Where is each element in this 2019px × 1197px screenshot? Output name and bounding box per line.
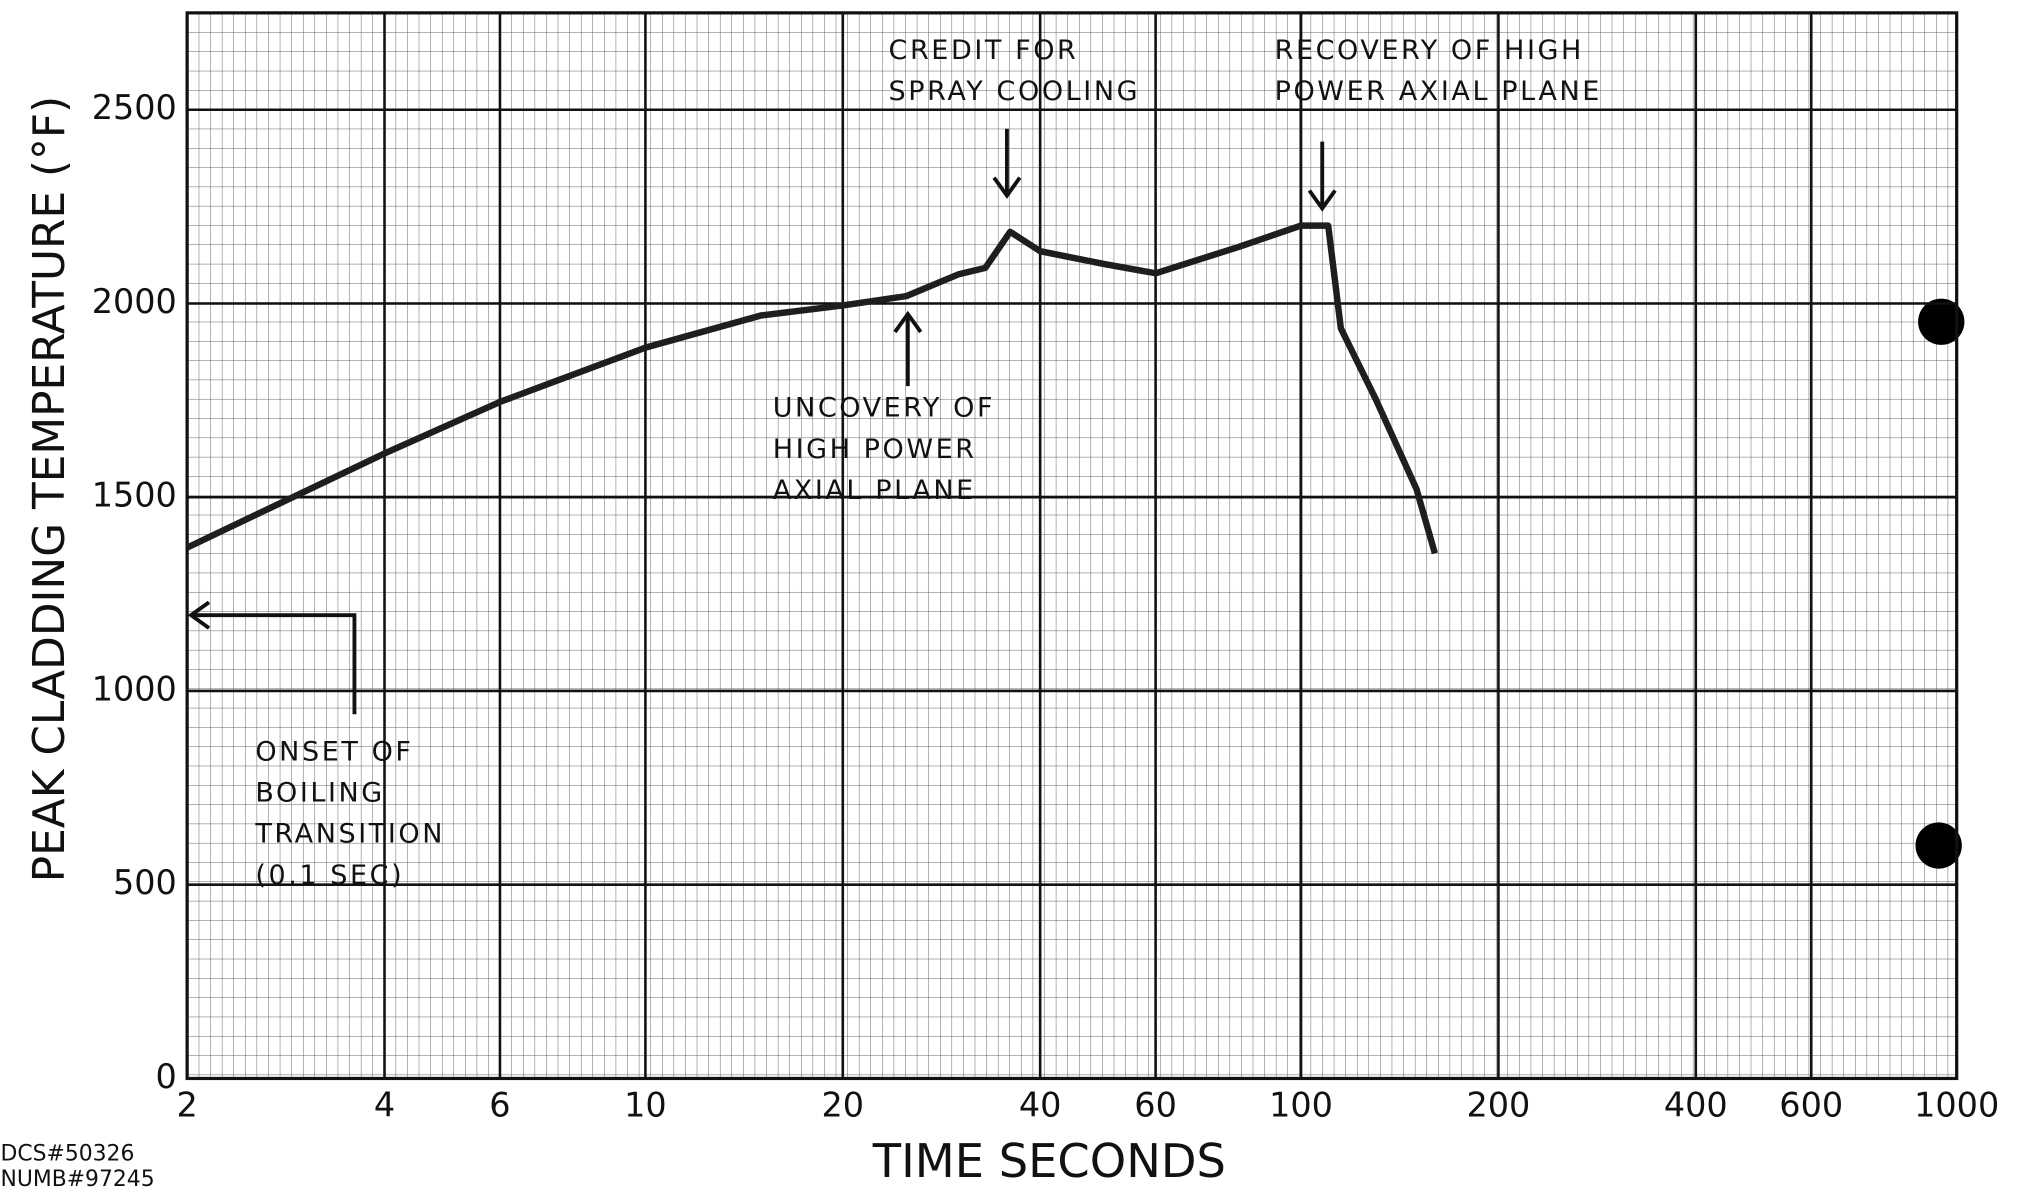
y-tick-label: 2000 (92, 282, 177, 321)
y-tick-label: 2500 (92, 88, 177, 127)
annotation: BOILING (255, 778, 384, 809)
y-tick-label: 500 (113, 863, 177, 902)
x-tick-label: 1000 (1914, 1085, 1999, 1124)
annotation: (0.1 SEC) (255, 860, 404, 891)
annotation: ONSET OF (255, 736, 413, 767)
x-tick-label: 40 (1019, 1085, 1062, 1124)
x-tick-label: 2 (176, 1085, 197, 1124)
x-tick-label: 6 (489, 1085, 510, 1124)
x-tick-label: 600 (1779, 1085, 1843, 1124)
x-tick-label: 10 (624, 1085, 667, 1124)
x-tick-label: 60 (1134, 1085, 1177, 1124)
graph-paper (187, 13, 1957, 1079)
annotation: UNCOVERY OF (773, 393, 995, 424)
y-tick-label: 0 (156, 1057, 177, 1096)
x-axis-label: TIME SECONDS (872, 1134, 1226, 1188)
chart: PEAK CLADDING TEMPERATURE (°F) TIME SECO… (0, 0, 2019, 1193)
annotation: RECOVERY OF HIGH (1275, 35, 1584, 66)
y-tick-label: 1500 (92, 476, 177, 515)
annotation: SPRAY COOLING (889, 76, 1141, 107)
x-tick-label: 200 (1466, 1085, 1530, 1124)
x-tick-label: 4 (374, 1085, 395, 1124)
stamp: DCS#50326 (1, 1141, 135, 1166)
punch-hole (1916, 822, 1962, 868)
annotation: POWER AXIAL PLANE (1275, 76, 1602, 107)
annotation: CREDIT FOR (889, 35, 1079, 66)
x-tick-label: 400 (1664, 1085, 1728, 1124)
page: PEAK CLADDING TEMPERATURE (°F) TIME SECO… (0, 0, 2019, 1197)
annotation: AXIAL PLANE (773, 475, 976, 506)
annotation: HIGH POWER (773, 434, 977, 465)
stamp: NUMB#97245 (1, 1167, 155, 1192)
x-tick-label: 20 (821, 1085, 864, 1124)
y-tick-label: 1000 (92, 669, 177, 708)
annotation: TRANSITION (254, 819, 445, 850)
y-axis-label: PEAK CLADDING TEMPERATURE (°F) (24, 96, 75, 882)
x-tick-label: 100 (1269, 1085, 1333, 1124)
